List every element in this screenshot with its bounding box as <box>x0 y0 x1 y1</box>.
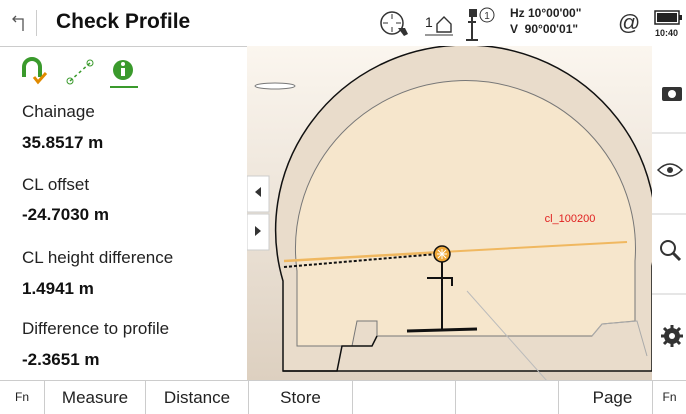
station-height: 1 <box>425 14 433 30</box>
camera-button[interactable] <box>662 87 682 101</box>
field-value: -2.3651 m <box>22 350 100 370</box>
clock: 10:40 <box>655 28 678 38</box>
prism-icon[interactable]: 1 <box>460 6 496 42</box>
toolbar <box>652 46 686 381</box>
battery-icon <box>654 10 684 26</box>
softkey[interactable]: Page <box>558 381 666 414</box>
softkey[interactable]: Store <box>248 381 352 414</box>
hz-angle: Hz 10°00'00" <box>510 6 581 20</box>
field-value: 35.8517 m <box>22 133 103 153</box>
softkey-empty[interactable] <box>455 381 558 414</box>
settings-button[interactable] <box>661 325 683 347</box>
svg-text:1: 1 <box>484 11 490 22</box>
v-angle: V 90°00'01" <box>510 22 578 36</box>
mode-tabs[interactable] <box>20 55 150 89</box>
tracking-icon[interactable] <box>376 8 416 40</box>
field-label: CL offset <box>22 175 89 195</box>
field-label: CL height difference <box>22 248 173 268</box>
title: Check Profile <box>56 10 190 34</box>
field-value: 1.4941 m <box>22 279 94 299</box>
softkey-empty[interactable] <box>352 381 455 414</box>
at-icon[interactable]: @ <box>618 10 640 36</box>
softkey[interactable]: Distance <box>145 381 248 414</box>
softkey[interactable]: Fn <box>652 381 686 414</box>
softkey[interactable]: Measure <box>44 381 145 414</box>
field-label: Difference to profile <box>22 319 169 339</box>
field-value: -24.7030 m <box>22 205 109 225</box>
back-icon[interactable] <box>12 14 28 32</box>
profile-label: cl_100200 <box>545 213 596 225</box>
tunnel-view[interactable]: cl_100200 <box>247 46 652 381</box>
softkey[interactable]: Fn <box>0 381 44 414</box>
field-label: Chainage <box>22 102 95 122</box>
screen: Check Profile 1 1 Hz 10°00'00" V 90°00'0… <box>0 0 686 414</box>
header: Check Profile 1 1 Hz 10°00'00" V 90°00'0… <box>0 0 686 47</box>
